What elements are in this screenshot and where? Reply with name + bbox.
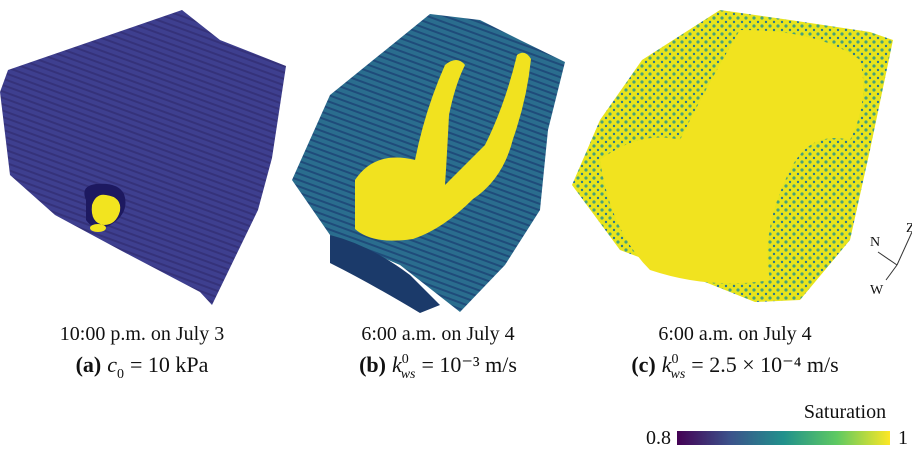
compass: N W Z bbox=[870, 221, 912, 298]
panel-label: (b) bbox=[359, 352, 386, 377]
param-expr: = 2.5 × 10⁻⁴ m/s bbox=[691, 352, 838, 377]
panel-time: 6:00 a.m. on July 4 bbox=[361, 323, 514, 345]
param-symbol: c bbox=[107, 352, 117, 377]
param-sub: ws bbox=[401, 367, 416, 382]
param-sup: 0 bbox=[402, 352, 409, 367]
panel-c-image bbox=[572, 10, 893, 302]
colorbar-min-label: 0.8 bbox=[646, 427, 671, 449]
param-sup: 0 bbox=[672, 352, 679, 367]
compass-west: W bbox=[870, 283, 884, 298]
panel-b-image bbox=[292, 14, 565, 313]
panel-label: (a) bbox=[76, 352, 102, 377]
colorbar-title: Saturation bbox=[804, 401, 886, 423]
param-expr: = 10⁻³ m/s bbox=[422, 352, 517, 377]
compass-north: N bbox=[870, 235, 880, 250]
panel-parameter: (a)c0 = 10 kPa bbox=[76, 352, 209, 382]
param-sub: 0 bbox=[117, 367, 124, 382]
colorbar-max-label: 1 bbox=[898, 427, 908, 449]
panel-a-image bbox=[0, 10, 286, 305]
colorbar bbox=[677, 431, 890, 445]
panel-label: (c) bbox=[631, 352, 655, 377]
compass-up: Z bbox=[906, 221, 912, 236]
panel-time: 10:00 p.m. on July 3 bbox=[60, 323, 224, 345]
figure: N W Z Saturation 10:00 p.m. on July 3 (a)… bbox=[0, 0, 912, 450]
param-sub: ws bbox=[671, 367, 686, 382]
param-expr: = 10 kPa bbox=[130, 352, 209, 377]
panel-time: 6:00 a.m. on July 4 bbox=[658, 323, 811, 345]
